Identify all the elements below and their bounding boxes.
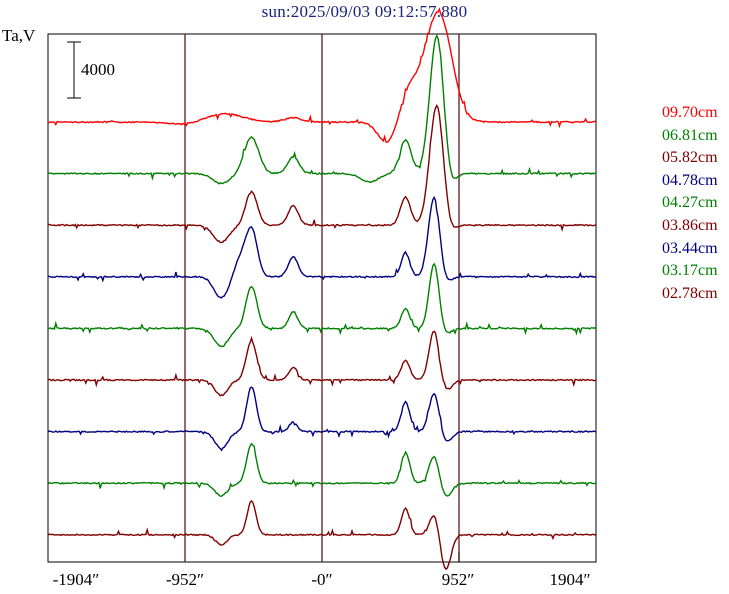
series-line-05.82cm xyxy=(47,103,597,244)
legend-entry: 03.44cm xyxy=(662,239,718,257)
series-line-06.81cm xyxy=(48,33,597,185)
series-line-04.78cm xyxy=(47,195,597,299)
legend-entry: 02.78cm xyxy=(662,284,718,302)
legend-entry: 04.27cm xyxy=(662,194,718,212)
series-line-03.17cm xyxy=(47,442,597,497)
y-axis-label: Ta,V xyxy=(2,26,36,45)
x-tick-label: -952″ xyxy=(165,570,205,589)
scale-bar xyxy=(67,41,81,99)
legend-entry: 03.86cm xyxy=(662,216,718,234)
series-line-04.27cm xyxy=(47,262,597,348)
x-tick-label: 952″ xyxy=(441,570,475,589)
series-line-02.78cm xyxy=(47,500,597,571)
legend: 09.70cm 06.81cm 05.82cm 04.78cm 04.27cm 03.86… xyxy=(662,102,729,305)
legend-entry: 03.17cm xyxy=(662,262,718,280)
x-tick-label: 1904″ xyxy=(549,570,591,589)
scale-bar-label: 4000 xyxy=(81,60,115,79)
x-tick-label: -1904″ xyxy=(52,570,100,589)
legend-entry: 04.78cm xyxy=(662,171,718,189)
legend-entry: 09.70cm xyxy=(662,104,718,121)
legend-entry: 05.82cm xyxy=(662,149,718,167)
series-line-03.44cm xyxy=(47,386,597,452)
series-line-09.70cm xyxy=(47,7,597,143)
chart-title: sun:2025/09/03 09:12:57.880 xyxy=(261,2,468,21)
series-line-03.86cm xyxy=(47,330,597,397)
x-tick-label: -0″ xyxy=(311,570,333,589)
spectra-traces xyxy=(47,7,597,571)
legend-entry: 06.81cm xyxy=(662,126,718,144)
